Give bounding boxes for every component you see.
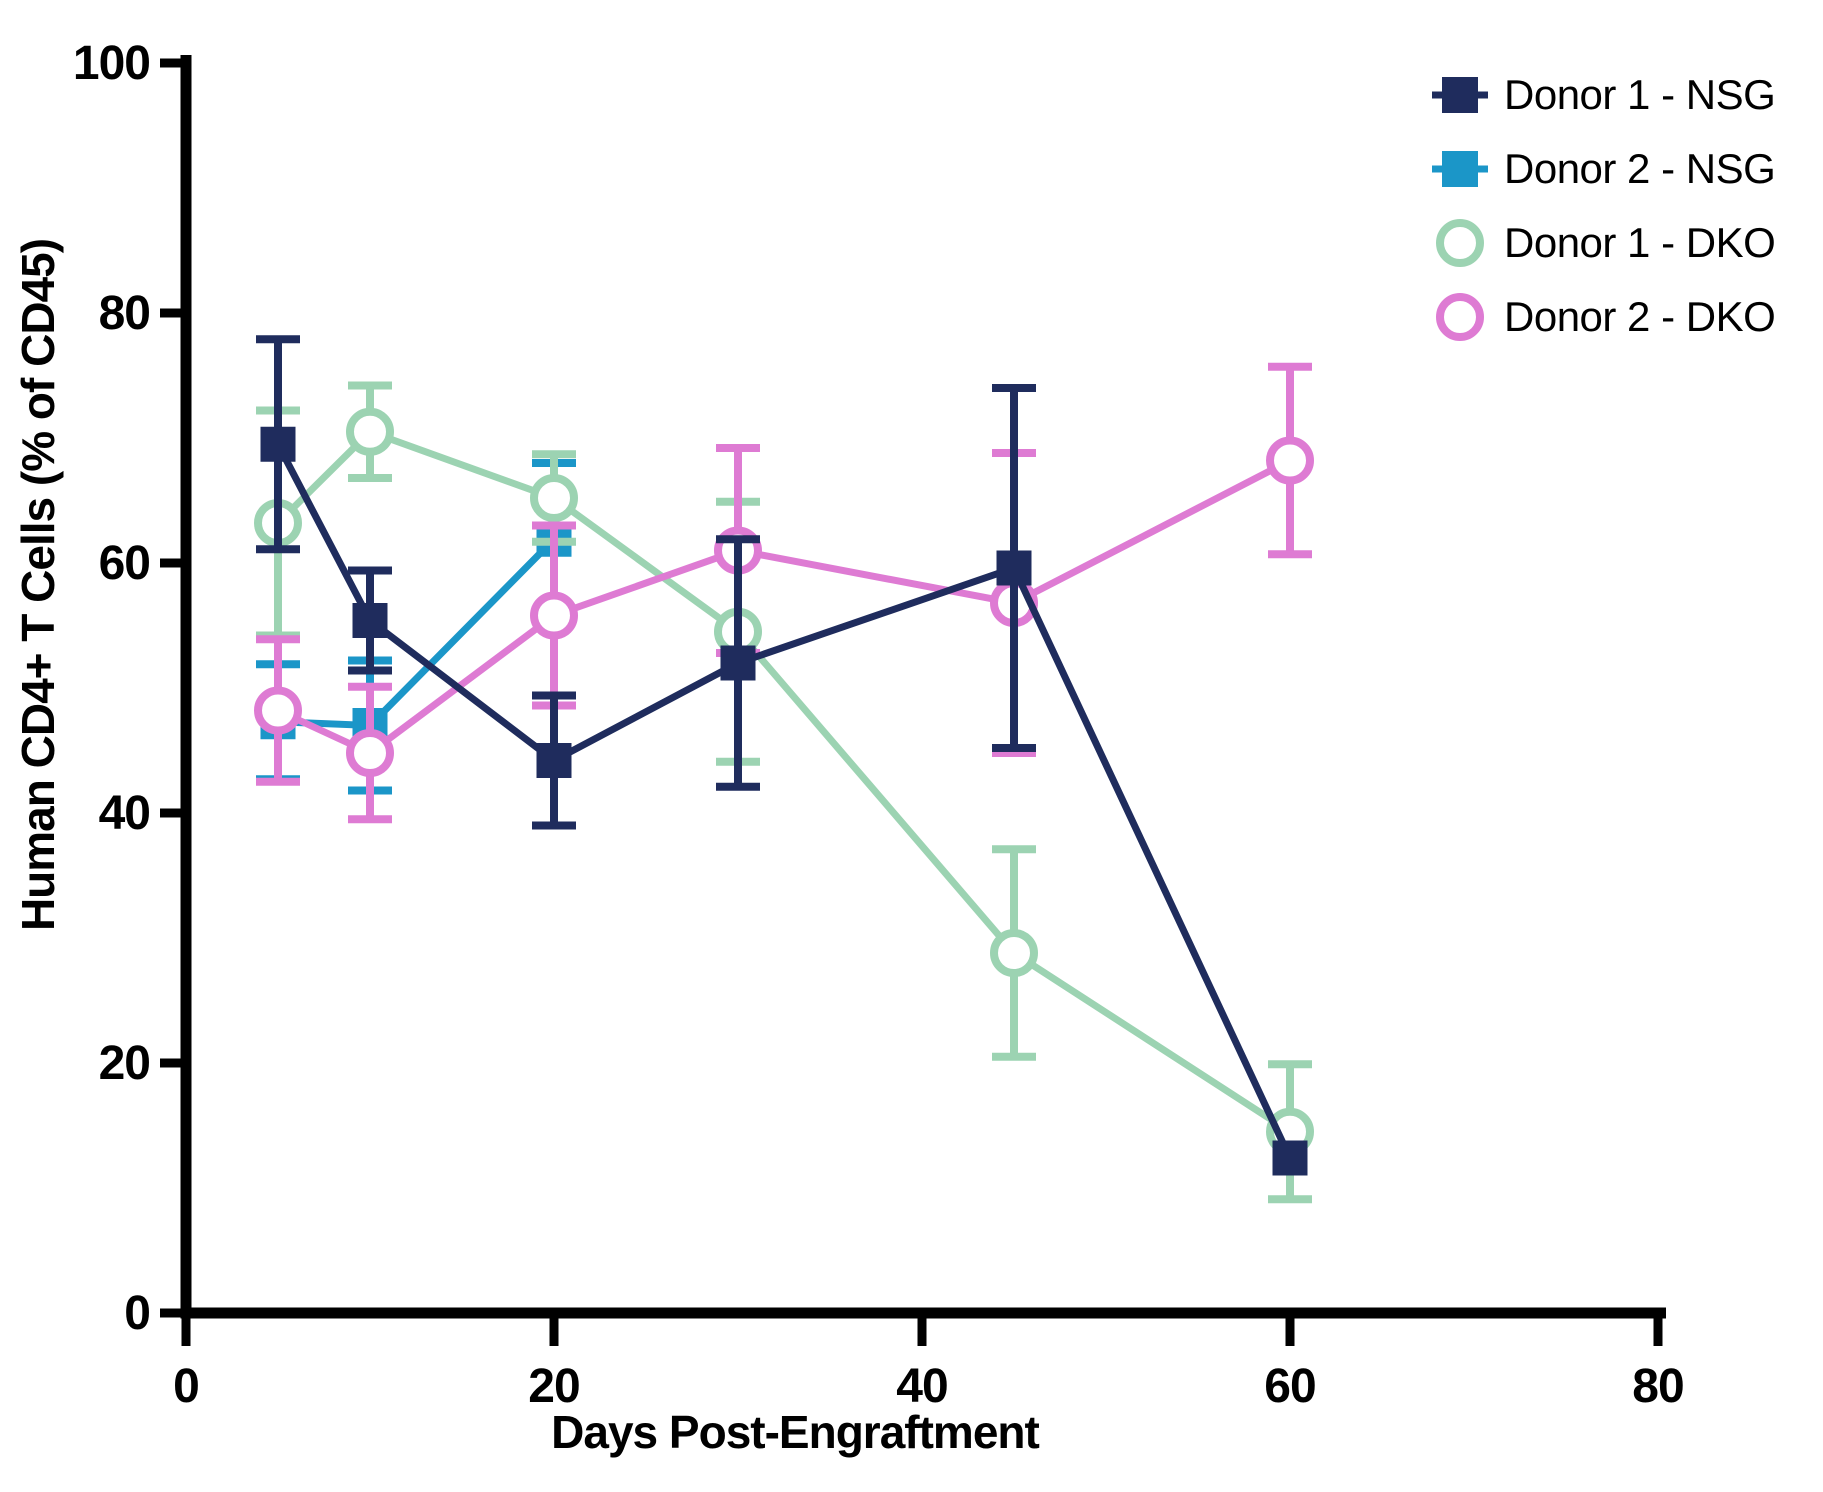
x-axis-title: Days Post-Engraftment — [551, 1406, 1040, 1458]
marker-circle-donor-1-dko — [990, 929, 1038, 977]
legend-item-donor-2-dko: Donor 2 - DKO — [1418, 280, 1776, 354]
legend-label: Donor 2 - DKO — [1504, 293, 1776, 340]
filled-square-icon — [1432, 151, 1488, 187]
series-line-donor-2-nsg — [277, 536, 557, 730]
marker-square-donor-1-nsg — [996, 550, 1032, 586]
marker-square-donor-1-nsg — [260, 426, 296, 462]
y-tick-label: 80 — [99, 287, 150, 340]
legend-label: Donor 1 - DKO — [1504, 219, 1776, 266]
legend-item-donor-1-dko: Donor 1 - DKO — [1418, 206, 1776, 280]
legend-label: Donor 1 - NSG — [1504, 71, 1776, 118]
y-axis-title: Human CD4+ T Cells (% of CD45) — [12, 238, 64, 932]
y-tick-label: 100 — [73, 37, 150, 90]
x-tick-label: 0 — [173, 1360, 199, 1413]
marker-square-donor-1-nsg — [352, 603, 388, 638]
marker-square-donor-1-nsg — [536, 743, 572, 778]
x-tick-label: 60 — [1264, 1360, 1315, 1413]
marker-circle-donor-2-dko — [254, 686, 302, 735]
marker-circle-donor-2-dko — [346, 729, 394, 777]
marker-circle-donor-2-dko — [1266, 436, 1314, 485]
y-tick-label: 0 — [124, 1287, 150, 1340]
marker-square-donor-1-nsg — [720, 645, 756, 681]
legend-item-donor-2-nsg: Donor 2 - NSG — [1418, 132, 1776, 206]
marker-circle-donor-2-dko — [530, 591, 578, 640]
marker-circle-donor-1-dko — [530, 474, 578, 522]
y-tick-label: 60 — [99, 537, 150, 590]
open-circle-icon — [1436, 293, 1484, 341]
legend: Donor 1 - NSG Donor 2 - NSG Donor 1 - DK… — [1418, 58, 1776, 354]
series-line-donor-2-dko — [276, 457, 1292, 758]
x-tick-label: 20 — [528, 1360, 579, 1413]
series-line-donor-1-nsg — [274, 442, 1294, 1160]
legend-label: Donor 2 - NSG — [1504, 145, 1776, 192]
marker-circle-donor-1-dko — [346, 407, 394, 456]
legend-item-donor-1-nsg: Donor 1 - NSG — [1418, 58, 1776, 132]
open-circle-icon — [1436, 219, 1484, 267]
y-tick-label: 20 — [99, 1037, 150, 1090]
y-tick-label: 40 — [99, 787, 150, 840]
x-tick-label: 40 — [896, 1360, 947, 1413]
x-tick-label: 80 — [1632, 1360, 1683, 1413]
filled-square-icon — [1432, 77, 1488, 113]
marker-square-donor-1-nsg — [1272, 1140, 1308, 1176]
